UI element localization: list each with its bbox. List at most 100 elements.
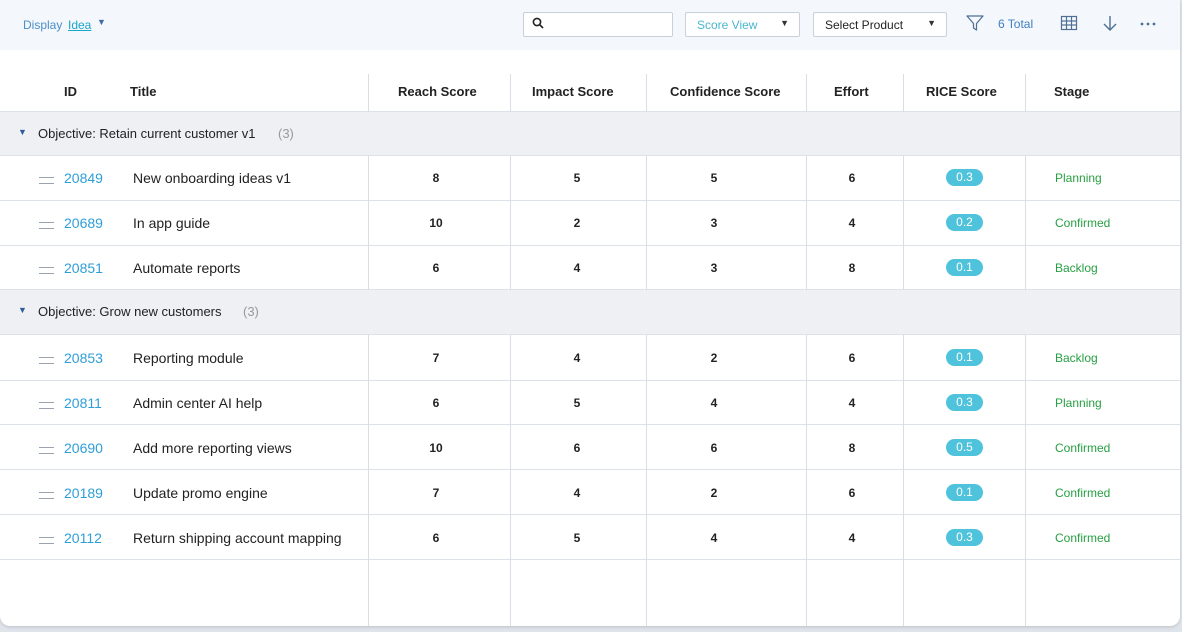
column-header-confidence[interactable]: Confidence Score xyxy=(670,84,781,99)
divider xyxy=(903,156,904,290)
table-row[interactable]: 20811 Admin center AI help 6 5 4 4 0.3 P… xyxy=(0,381,1180,426)
divider xyxy=(646,156,647,290)
impact-score: 2 xyxy=(573,216,581,230)
idea-title[interactable]: Admin center AI help xyxy=(133,395,263,411)
effort-score: 6 xyxy=(848,171,856,185)
effort-score: 4 xyxy=(848,531,856,545)
drag-handle-icon[interactable] xyxy=(39,537,54,544)
idea-title[interactable]: In app guide xyxy=(133,215,211,231)
idea-id-link[interactable]: 20189 xyxy=(64,485,103,501)
column-header-effort[interactable]: Effort xyxy=(834,84,869,99)
rice-score-badge: 0.1 xyxy=(946,259,983,276)
group-count: (3) xyxy=(278,126,294,141)
divider xyxy=(1025,156,1026,290)
drag-handle-icon[interactable] xyxy=(39,222,54,229)
divider xyxy=(368,74,369,112)
group-title: Objective: Retain current customer v1 xyxy=(38,126,256,141)
group-title: Objective: Grow new customers xyxy=(38,304,222,319)
divider xyxy=(806,156,807,290)
divider xyxy=(806,74,807,112)
column-header-stage[interactable]: Stage xyxy=(1054,84,1090,99)
column-header-impact[interactable]: Impact Score xyxy=(532,84,614,99)
table-header: ID Title Reach Score Impact Score Confid… xyxy=(0,74,1180,112)
arrow-down-icon[interactable] xyxy=(1101,13,1119,33)
table-row[interactable]: 20189 Update promo engine 7 4 2 6 0.1 Co… xyxy=(0,471,1180,516)
table-row[interactable]: 20690 Add more reporting views 10 6 6 8 … xyxy=(0,426,1180,471)
idea-id-link[interactable]: 20112 xyxy=(64,530,102,546)
display-caret-icon[interactable]: ▼ xyxy=(97,17,106,27)
table-row[interactable]: 20853 Reporting module 7 4 2 6 0.1 Backl… xyxy=(0,336,1180,381)
idea-title[interactable]: Automate reports xyxy=(133,260,241,276)
chevron-down-icon: ▼ xyxy=(780,18,789,28)
divider xyxy=(903,335,904,626)
reach-score: 8 xyxy=(432,171,440,185)
idea-title[interactable]: New onboarding ideas v1 xyxy=(133,170,291,186)
stage-label: Planning xyxy=(1055,171,1102,185)
idea-title[interactable]: Add more reporting views xyxy=(133,440,292,456)
divider xyxy=(0,469,1180,470)
rice-score-badge: 0.5 xyxy=(946,439,983,456)
divider xyxy=(510,156,511,290)
select-product-dropdown[interactable]: Select Product ▼ xyxy=(813,12,947,37)
effort-score: 6 xyxy=(848,486,856,500)
search-input[interactable] xyxy=(523,12,673,37)
column-header-rice[interactable]: RICE Score xyxy=(926,84,997,99)
divider xyxy=(0,200,1180,201)
caret-down-icon[interactable]: ▼ xyxy=(18,305,27,315)
drag-handle-icon[interactable] xyxy=(39,177,54,184)
divider xyxy=(0,559,1180,560)
caret-down-icon[interactable]: ▼ xyxy=(18,127,27,137)
idea-id-link[interactable]: 20851 xyxy=(64,260,103,276)
more-icon[interactable] xyxy=(1138,13,1158,33)
idea-title[interactable]: Return shipping account mapping xyxy=(133,530,342,546)
display-value-link[interactable]: Idea xyxy=(68,18,92,32)
divider xyxy=(1025,74,1026,112)
stage-label: Confirmed xyxy=(1055,531,1111,545)
display-label: Display xyxy=(23,18,63,32)
idea-id-link[interactable]: 20853 xyxy=(64,350,103,366)
score-view-dropdown[interactable]: Score View ▼ xyxy=(685,12,800,37)
divider xyxy=(0,514,1180,515)
reach-score: 6 xyxy=(432,261,440,275)
filter-icon[interactable] xyxy=(965,13,985,33)
confidence-score: 4 xyxy=(710,396,718,410)
divider xyxy=(510,74,511,112)
idea-title[interactable]: Update promo engine xyxy=(133,485,268,501)
idea-id-link[interactable]: 20849 xyxy=(64,170,103,186)
divider xyxy=(510,335,511,626)
impact-score: 5 xyxy=(573,531,581,545)
impact-score: 4 xyxy=(573,351,581,365)
drag-handle-icon[interactable] xyxy=(39,357,54,364)
rice-score-badge: 0.1 xyxy=(946,484,983,501)
group-row[interactable]: ▼ Objective: Retain current customer v1 … xyxy=(0,112,1180,156)
toolbar: Display Idea ▼ Score View ▼ Select Produ… xyxy=(0,0,1180,50)
divider xyxy=(1025,335,1026,626)
table-row[interactable]: 20689 In app guide 10 2 3 4 0.2 Confirme… xyxy=(0,201,1180,246)
drag-handle-icon[interactable] xyxy=(39,267,54,274)
idea-title[interactable]: Reporting module xyxy=(133,350,244,366)
drag-handle-icon[interactable] xyxy=(39,402,54,409)
divider xyxy=(0,334,1180,335)
total-count: 6 Total xyxy=(998,17,1034,31)
idea-id-link[interactable]: 20690 xyxy=(64,440,103,456)
stage-label: Confirmed xyxy=(1055,486,1111,500)
chevron-down-icon: ▼ xyxy=(927,18,936,28)
drag-handle-icon[interactable] xyxy=(39,447,54,454)
table-row[interactable]: 20112 Return shipping account mapping 6 … xyxy=(0,516,1180,561)
group-row[interactable]: ▼ Objective: Grow new customers (3) xyxy=(0,290,1180,334)
column-header-id[interactable]: ID xyxy=(64,84,77,99)
confidence-score: 3 xyxy=(710,216,718,230)
idea-id-link[interactable]: 20811 xyxy=(64,395,102,411)
impact-score: 4 xyxy=(573,486,581,500)
select-product-label: Select Product xyxy=(825,18,904,32)
idea-id-link[interactable]: 20689 xyxy=(64,215,103,231)
column-header-reach[interactable]: Reach Score xyxy=(398,84,477,99)
grid-icon[interactable] xyxy=(1060,14,1078,32)
column-header-title[interactable]: Title xyxy=(130,84,157,99)
table-row[interactable]: 20849 New onboarding ideas v1 8 5 5 6 0.… xyxy=(0,156,1180,201)
drag-handle-icon[interactable] xyxy=(39,492,54,499)
table-row[interactable]: 20851 Automate reports 6 4 3 8 0.1 Backl… xyxy=(0,246,1180,291)
impact-score: 6 xyxy=(573,441,581,455)
divider xyxy=(0,111,1180,112)
divider xyxy=(0,424,1180,425)
